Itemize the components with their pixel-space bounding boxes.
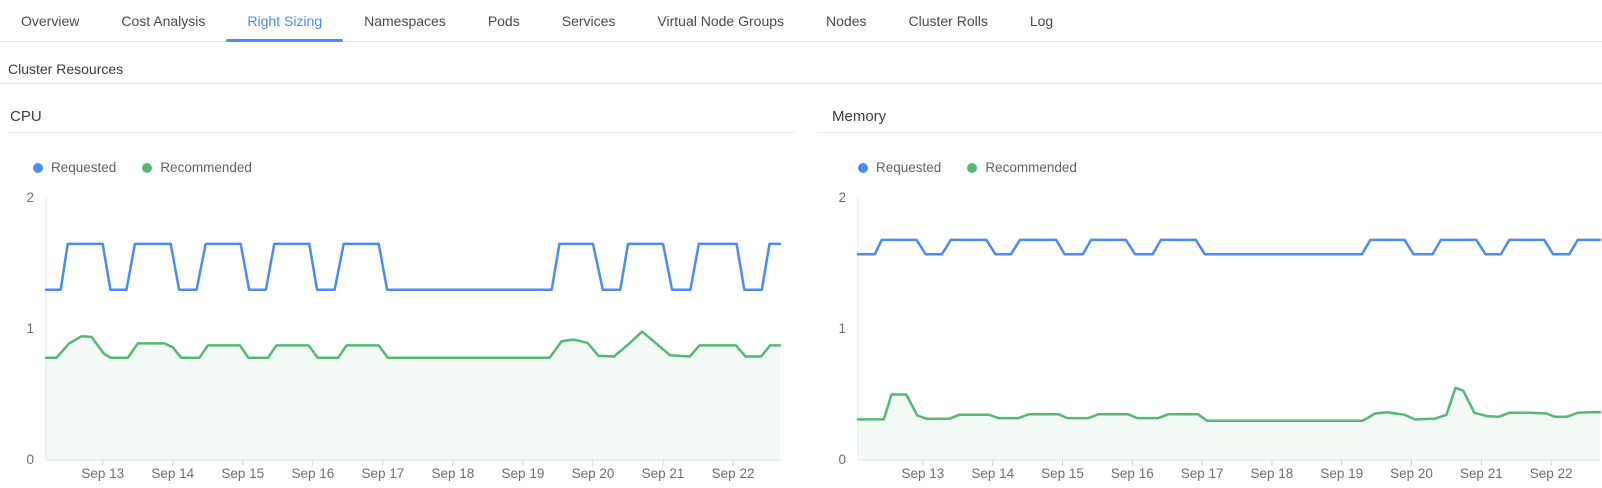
svg-text:Sep 20: Sep 20 [572,466,615,481]
svg-text:0: 0 [26,452,34,467]
svg-text:Sep 19: Sep 19 [502,466,545,481]
recommended-dot-icon [142,162,153,173]
svg-text:Sep 16: Sep 16 [1111,466,1154,481]
legend-label: Requested [876,160,942,175]
memory-legend: Requested Recommended [858,160,1602,175]
svg-text:1: 1 [838,321,846,336]
tab-cost-analysis[interactable]: Cost Analysis [121,12,206,29]
svg-text:Sep 16: Sep 16 [291,466,334,481]
cpu-chart[interactable]: 0 1 2 Sep 13 Sep 14 Sep 15 Sep 16 Sep 17 Sep 18 S… [8,185,795,487]
svg-text:Sep 14: Sep 14 [151,466,194,481]
svg-text:Sep 22: Sep 22 [1530,466,1573,481]
memory-legend-item-recommended[interactable]: Recommended [967,160,1077,175]
tab-bar: Overview Cost Analysis Right Sizing Name… [0,0,1602,42]
memory-panel: Memory Requested Recommended 0 1 2 Sep 13 Se… [817,108,1602,487]
legend-label: Recommended [160,160,252,175]
legend-label: Requested [51,160,117,175]
svg-text:Sep 17: Sep 17 [1181,466,1224,481]
memory-legend-item-requested[interactable]: Requested [858,160,941,175]
cpu-legend-item-requested[interactable]: Requested [33,160,116,175]
svg-text:Sep 22: Sep 22 [712,466,755,481]
svg-text:1: 1 [26,321,34,336]
svg-text:Sep 18: Sep 18 [1251,466,1294,481]
tab-overview[interactable]: Overview [21,12,80,29]
section-header: Cluster Resources [0,42,1602,84]
charts-row: CPU Requested Recommended 0 1 2 Sep 13 Sep 1… [0,108,1602,487]
cpu-legend-item-recommended[interactable]: Recommended [142,160,252,175]
tab-pods[interactable]: Pods [487,12,520,29]
svg-text:Sep 21: Sep 21 [642,466,685,481]
tab-cluster-rolls[interactable]: Cluster Rolls [908,12,988,29]
tab-services[interactable]: Services [561,12,616,29]
svg-text:Sep 13: Sep 13 [81,466,124,481]
svg-text:Sep 20: Sep 20 [1390,466,1433,481]
svg-text:Sep 21: Sep 21 [1460,466,1503,481]
svg-text:0: 0 [838,452,846,467]
svg-text:Sep 18: Sep 18 [432,466,475,481]
tab-right-sizing[interactable]: Right Sizing [226,0,343,42]
svg-text:2: 2 [26,190,34,205]
cpu-legend: Requested Recommended [33,160,795,175]
svg-text:2: 2 [838,190,846,205]
tab-namespaces[interactable]: Namespaces [364,12,446,29]
legend-label: Recommended [985,160,1077,175]
memory-panel-title: Memory [817,108,1602,133]
svg-text:Sep 19: Sep 19 [1320,466,1363,481]
memory-chart[interactable]: 0 1 2 Sep 13 Sep 14 Sep 15 Sep 16 Sep 17 Sep 18 S… [817,185,1602,487]
requested-dot-icon [33,162,43,173]
tab-nodes[interactable]: Nodes [826,12,867,29]
svg-text:Sep 15: Sep 15 [221,466,264,481]
svg-text:Sep 15: Sep 15 [1041,466,1084,481]
cpu-panel: CPU Requested Recommended 0 1 2 Sep 13 Sep 1… [8,108,795,487]
svg-text:Sep 14: Sep 14 [971,466,1014,481]
cpu-panel-title: CPU [8,108,795,133]
svg-text:Sep 13: Sep 13 [902,466,945,481]
tab-virtual-node-groups[interactable]: Virtual Node Groups [657,12,785,29]
recommended-dot-icon [967,162,978,173]
section-title: Cluster Resources [8,61,124,77]
requested-dot-icon [858,162,868,173]
svg-text:Sep 17: Sep 17 [361,466,404,481]
tab-log[interactable]: Log [1029,12,1054,29]
